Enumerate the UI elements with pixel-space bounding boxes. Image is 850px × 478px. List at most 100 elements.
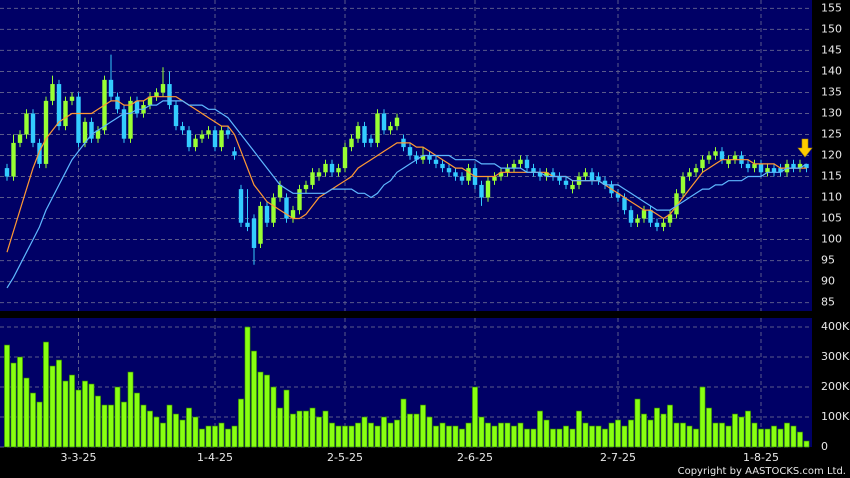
volume-bar [764,428,771,448]
volume-bar [199,428,205,448]
candle-body [115,96,120,110]
volume-bar [745,410,751,448]
volume-bar [660,413,667,448]
volume-bar [478,416,485,448]
candle-body [11,142,16,177]
volume-bar [238,398,244,448]
volume-bar [563,425,569,448]
candle-body [362,126,367,143]
volume-bar [381,416,387,448]
candle-body [186,130,192,148]
y-tick-label: 90 [821,275,835,288]
volume-bar [530,428,537,448]
candle-body [453,172,458,177]
candle-body [50,84,55,101]
volume-bar [4,344,10,448]
candle-body [76,96,81,143]
volume-bar [348,425,355,448]
candle-body [388,126,393,131]
candle-body [498,172,504,177]
y-tick-label: 125 [821,127,842,140]
y-tick-label: 0 [821,440,828,453]
y-tick-label: 120 [821,149,842,162]
volume-bar [374,425,381,448]
volume-bar [69,374,75,448]
volume-bar [589,425,595,448]
volume-bar [322,410,329,448]
volume-bar [790,425,797,448]
volume-bar [556,428,563,448]
volume-bar [738,416,745,448]
volume-bar [101,404,108,448]
candle-body [485,180,491,198]
candle-body [797,163,803,169]
candle-body [622,197,627,211]
volume-bar [290,413,296,448]
candle-body [264,205,270,223]
candle-body [193,138,198,148]
candle-body [706,155,712,160]
volume-bar [686,425,693,448]
volume-bar [147,410,153,448]
volume-bar [693,428,699,448]
candle-body [225,130,231,135]
candle-body [589,172,595,181]
volume-bar [173,413,179,448]
volume-bar [550,428,556,448]
candle-body [323,163,328,173]
volume-bar [621,425,628,448]
volume-bar [758,428,764,448]
candle-body [518,159,523,164]
volume-bar [303,410,309,448]
volume-bar [17,356,23,448]
candle-body [459,176,465,181]
candle-body [134,100,140,114]
candle-body [284,197,289,219]
volume-bar [88,383,95,448]
volume-bar [667,404,673,448]
volume-bar [673,422,680,448]
candle-body [479,184,484,198]
volume-bar [43,341,49,448]
volume-bar [413,413,420,448]
candle-body [173,105,179,127]
y-tick-label: 200K [821,380,850,393]
volume-bar [446,425,452,448]
x-tick-label: 1-4-25 [197,451,233,464]
candle-body [24,113,29,135]
volume-bar [316,416,322,448]
volume-bar [751,422,758,448]
y-tick-label: 300K [821,350,850,363]
candle-body [180,126,185,131]
volume-bar [706,407,712,448]
candle-body [316,172,322,177]
candle-body [563,180,569,185]
candle-body [544,172,549,177]
candle-body [368,138,374,143]
x-tick-label: 3-3-25 [61,451,97,464]
volume-bar [387,422,394,448]
volume-bar [654,407,660,448]
candle-body [745,163,751,169]
candle-body [700,159,705,169]
volume-bar [582,422,589,448]
candle-body [511,163,517,169]
volume-bar [62,380,69,448]
volume-bar [426,416,433,448]
volume-bar [777,428,784,448]
volume-bar [270,386,277,448]
candle-body [713,151,718,156]
candle-body [791,163,796,169]
volume-bar [803,440,810,448]
volume-bar [121,401,127,448]
volume-bar [36,401,43,448]
volume-bar [342,425,348,448]
last-price-arrow [797,138,813,158]
y-tick-label: 100 [821,233,842,246]
candle-body [375,113,380,143]
candle-body [765,168,770,173]
candle-body [17,134,23,143]
volume-bar [82,380,88,448]
